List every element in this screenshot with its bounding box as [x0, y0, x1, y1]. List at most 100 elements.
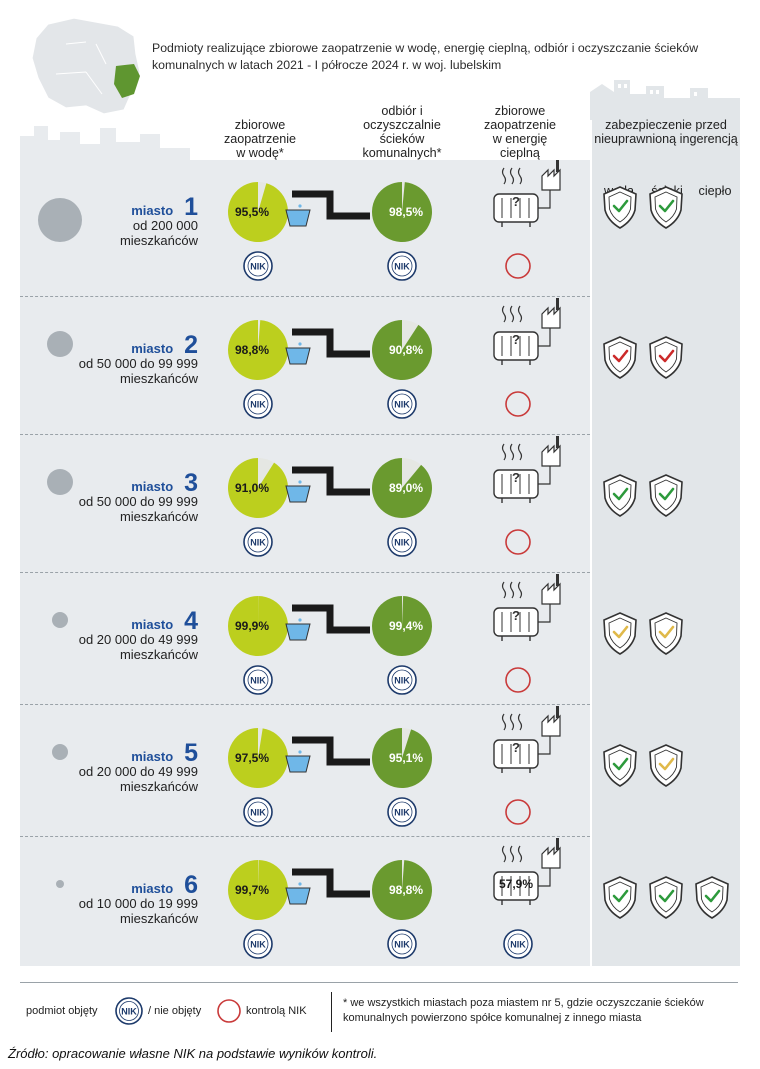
city-row-graphics: 91,0% 89,0% NIK NIK? [47, 436, 683, 557]
shield-outline [649, 186, 683, 229]
city-row-graphics: 97,5% 95,1% NIK NIK? [52, 706, 683, 827]
city-label: miasto 2 od 50 000 do 99 999 mieszkańców [30, 333, 198, 387]
shield-inner [608, 341, 632, 373]
city-row-graphics: 95,5% 98,5% NIK NIK? [38, 160, 683, 281]
steam-line [501, 305, 507, 323]
footnote: * we wszystkich miastach poza miastem nr… [343, 997, 704, 1024]
nik-logo-sewage-icon: NIK [387, 929, 417, 959]
shield-check [658, 757, 675, 771]
sewage-percent-label: 90,8% [389, 343, 423, 357]
steam-line [501, 581, 507, 599]
nik-logo-water-icon: NIK [243, 797, 273, 827]
population-bubble-icon [38, 198, 82, 242]
nik-text: NIK [250, 940, 266, 950]
factory-building [541, 168, 561, 191]
water-bucket-icon [285, 755, 311, 773]
pie-slice [371, 728, 432, 789]
radiator-icon [493, 160, 561, 227]
shield-inner [654, 341, 678, 373]
pie-slice [371, 458, 432, 519]
water-percent-label: 99,7% [235, 883, 269, 897]
shield-inner [700, 881, 724, 913]
water-pie [228, 458, 288, 518]
radiator-icon [493, 574, 561, 641]
heat-pipe [538, 604, 551, 623]
nik-logo-heat-icon: NIK [503, 929, 533, 959]
steam-line [509, 581, 515, 599]
steam-line [509, 443, 515, 461]
water-percent-label: 95,5% [235, 205, 269, 219]
nik-text: NIK [394, 400, 410, 410]
factory-chimney [556, 298, 559, 310]
heat-unknown-mark: ? [512, 608, 520, 623]
city-name: miasto [131, 749, 174, 764]
shield-red-icon [649, 336, 683, 379]
city-label: miasto 3 od 50 000 do 99 999 mieszkańców [30, 471, 198, 525]
pie-slice [227, 596, 288, 656]
steam-line [509, 167, 515, 185]
shield-outline [603, 336, 637, 379]
nik-text: NIK [394, 808, 410, 818]
city-population-range: od 20 000 do 49 999 [78, 764, 198, 779]
steam-line [517, 581, 523, 599]
heat-unknown-mark: ? [512, 194, 520, 209]
nik-text: NIK [250, 808, 266, 818]
shield-inner [608, 749, 632, 781]
population-bubble-icon [47, 331, 73, 357]
nik-text: NIK [250, 262, 266, 272]
nik-logo-sewage-icon: NIK [387, 797, 417, 827]
steam-line [517, 305, 523, 323]
skyline-right-icon [590, 80, 740, 120]
heat-pipe [538, 868, 551, 887]
background-band [20, 160, 590, 966]
factory-building [541, 306, 561, 329]
steam-line [501, 845, 507, 863]
sewage-pie [371, 458, 432, 519]
city-row-graphics: 99,7% 98,8% NIK NIK 57,9% NIK [56, 838, 729, 959]
city-title: miasto 6 [30, 873, 198, 898]
shield-outline [649, 474, 683, 517]
water-drop-icon [298, 750, 302, 754]
radiator-icon [493, 298, 561, 365]
nik-inner-ring [247, 393, 269, 415]
steam-line [517, 443, 523, 461]
radiator-icon [493, 436, 561, 503]
shield-check [658, 625, 675, 639]
svg-text:NIK: NIK [121, 1007, 137, 1017]
nik-logo-sewage-icon: NIK [387, 251, 417, 281]
city-label: miasto 1 od 200 000 mieszkańców [30, 195, 198, 249]
population-bubble-icon [52, 744, 68, 760]
water-bucket-icon [285, 623, 311, 641]
column-header-sewage: odbiór i oczyszczalnie ścieków komunalny… [362, 104, 442, 160]
city-population-unit: mieszkańców [119, 233, 198, 248]
nik-text: NIK [394, 262, 410, 272]
shield-check [612, 199, 629, 213]
steam-line [501, 167, 507, 185]
shield-green-icon [649, 876, 683, 919]
nik-text: NIK [394, 538, 410, 548]
city-number: 1 [177, 193, 198, 221]
city-population-unit: mieszkańców [119, 779, 198, 794]
nik-inner-ring [391, 669, 413, 691]
source-note: Źródło: opracowanie własne NIK na podsta… [8, 1046, 378, 1061]
footer-vertical-divider [331, 992, 332, 1032]
row-separator [20, 704, 590, 705]
pipe-icon [292, 328, 370, 358]
city-population-range: od 50 000 do 99 999 [78, 356, 198, 371]
shield-outline [649, 876, 683, 919]
pie-slice [227, 182, 288, 243]
nik-inner-ring [247, 531, 269, 553]
factory-chimney [556, 574, 559, 586]
shield-green-icon [695, 876, 729, 919]
not-covered-circle-icon [505, 529, 531, 555]
sewage-pie [371, 728, 432, 789]
shield-outline [603, 744, 637, 787]
shield-check [612, 349, 629, 363]
shield-outline [603, 474, 637, 517]
pie-slice [228, 728, 289, 789]
not-covered-circle-icon [217, 999, 241, 1023]
pipe-icon [292, 736, 370, 766]
legend-not-covered-label: / nie objęty [148, 1005, 202, 1017]
not-covered-circle-icon [505, 799, 531, 825]
shield-inner [654, 617, 678, 649]
